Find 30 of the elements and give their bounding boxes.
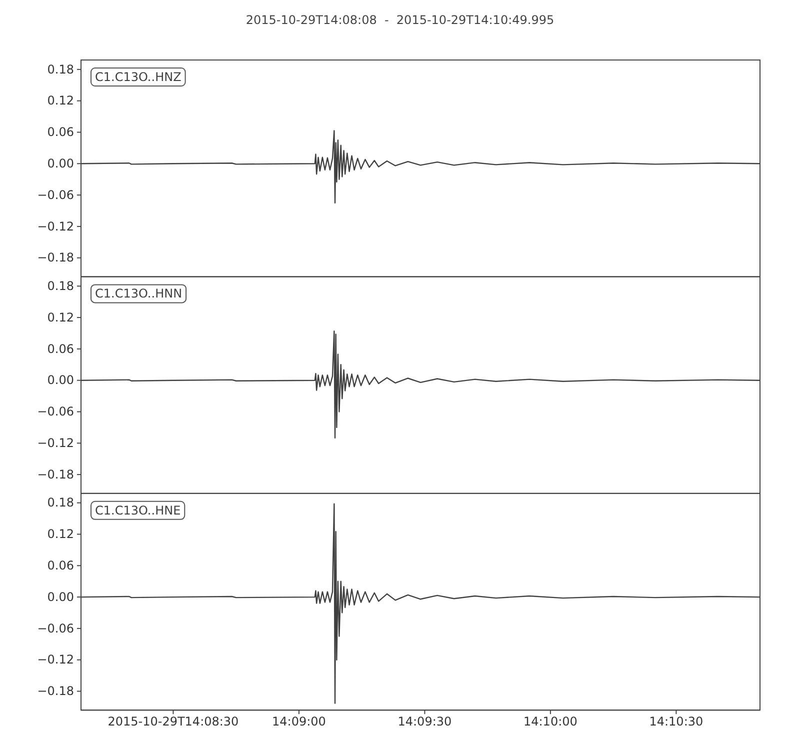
y-tick-label: −0.18: [37, 467, 74, 482]
y-tick-label: 0.06: [47, 558, 74, 572]
y-tick-label: −0.18: [37, 250, 74, 265]
y-tick-label: 0.18: [47, 62, 74, 76]
y-tick-label: 0.12: [47, 310, 74, 324]
y-tick-label: 0.00: [47, 590, 74, 604]
y-tick-label: 0.18: [47, 278, 74, 293]
y-tick-label: −0.12: [37, 652, 74, 667]
text: C1.C13O..HNN: [95, 286, 182, 301]
y-tick-label: 0.12: [47, 94, 74, 108]
x-tick-label: 2015-10-29T14:08:30: [108, 714, 239, 729]
y-tick-label: −0.12: [37, 219, 74, 234]
y-tick-label: 0.00: [47, 156, 74, 170]
y-tick-label: −0.06: [37, 621, 74, 636]
x-tick-label: 14:10:30: [649, 714, 704, 729]
x-tick-label: 14:09:00: [272, 714, 326, 729]
y-tick-label: −0.06: [37, 404, 74, 419]
y-tick-label: −0.06: [37, 188, 74, 202]
y-tick-label: 0.06: [47, 342, 74, 356]
chart-title: 2015-10-29T14:08:08 - 2015-10-29T14:10:49.995: [246, 13, 554, 27]
y-tick-label: 0.00: [47, 373, 74, 388]
x-tick-label: 14:09:30: [398, 714, 452, 729]
y-tick-label: 0.18: [47, 496, 74, 510]
text: C1.C13O..HNE: [95, 503, 181, 518]
y-tick-label: 0.06: [47, 125, 74, 140]
text: C1.C13O..HNZ: [95, 70, 182, 84]
x-tick-label: 14:10:00: [523, 714, 578, 729]
y-tick-label: −0.12: [37, 436, 74, 450]
y-tick-label: −0.18: [37, 684, 74, 698]
y-tick-label: 0.12: [47, 527, 74, 542]
